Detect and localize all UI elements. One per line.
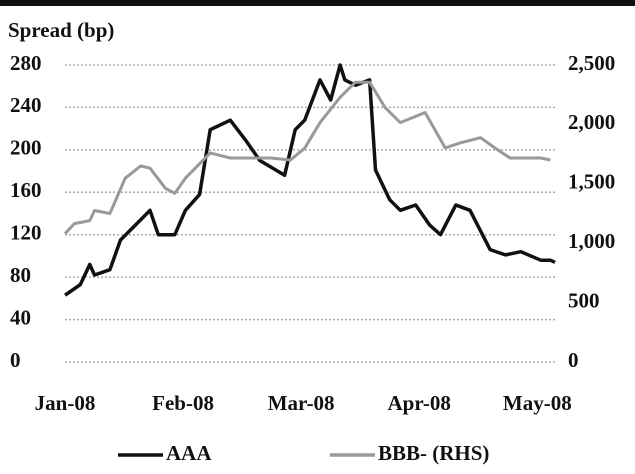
y2-tick-label: 1,000 <box>568 229 615 253</box>
y2-tick-label: 2,500 <box>568 51 615 75</box>
y-tick-label: 0 <box>10 348 21 372</box>
y-tick-label: 80 <box>10 263 31 287</box>
y-tick-label: 200 <box>10 136 42 160</box>
y2-tick-label: 500 <box>568 288 600 312</box>
y-tick-label: 240 <box>10 93 42 117</box>
x-tick-label: May-08 <box>503 391 572 415</box>
top-bar <box>0 0 635 6</box>
legend-label: AAA <box>166 441 212 465</box>
x-tick-label: Jan-08 <box>35 391 96 415</box>
y2-tick-label: 2,000 <box>568 110 615 134</box>
y-tick-label: 40 <box>10 305 31 329</box>
y-tick-label: 160 <box>10 178 42 202</box>
series-line <box>63 80 551 235</box>
chart-title: Spread (bp) <box>8 18 114 42</box>
y-tick-label: 280 <box>10 51 42 75</box>
legend-label: BBB- (RHS) <box>378 441 489 465</box>
series-line <box>64 63 556 297</box>
y-tick-label: 120 <box>10 221 42 245</box>
x-tick-label: Feb-08 <box>152 391 214 415</box>
y2-tick-label: 0 <box>568 348 579 372</box>
x-tick-label: Apr-08 <box>388 391 451 415</box>
x-tick-label: Mar-08 <box>268 391 335 415</box>
y2-tick-label: 1,500 <box>568 170 615 194</box>
